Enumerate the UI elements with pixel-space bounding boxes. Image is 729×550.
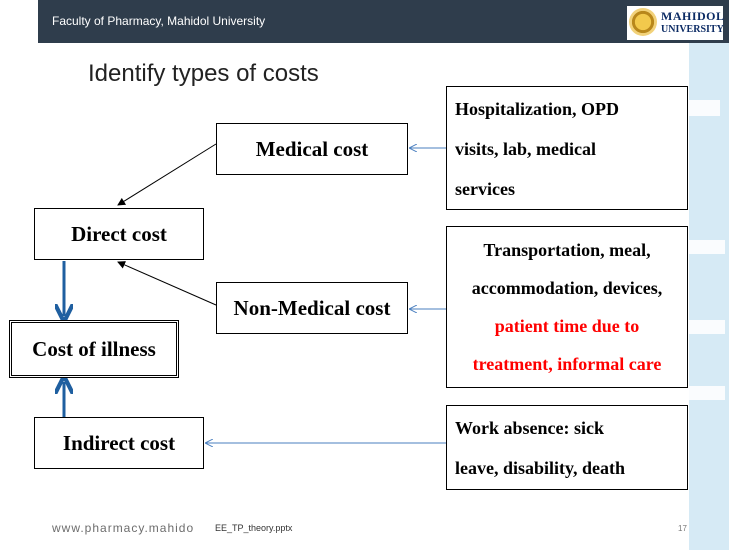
medical-cost-box: Medical cost [216, 123, 408, 175]
header-institution: Faculty of Pharmacy, Mahidol University [52, 14, 266, 28]
direct-cost-box: Direct cost [34, 208, 204, 260]
indirect-cost-box: Indirect cost [34, 417, 204, 469]
indirect-cost-label: Indirect cost [62, 430, 176, 455]
medical-cost-label: Medical cost [255, 136, 369, 161]
cost-of-illness-label: Cost of illness [32, 336, 156, 361]
indirect-desc-line: leave, disability, death [455, 458, 626, 478]
footer-filename: EE_TP_theory.pptx [215, 523, 293, 533]
medical-description-box: Hospitalization, OPD visits, lab, medica… [446, 86, 688, 210]
medical-desc-line: visits, lab, medical [455, 139, 597, 159]
non-medical-desc-line: accommodation, devices, [471, 278, 663, 298]
non-medical-desc-highlight-line: patient time due to [494, 316, 640, 336]
footer-url: www.pharmacy.mahido [52, 521, 195, 535]
indirect-desc-line: Work absence: sick [455, 418, 605, 438]
non-medical-cost-label: Non-Medical cost [233, 295, 391, 320]
non-medical-desc-line: Transportation, meal, [483, 240, 651, 260]
cost-of-illness-box: Cost of illness [9, 320, 179, 378]
non-medical-description-box: Transportation, meal, accommodation, dev… [446, 226, 688, 388]
page-number: 17 [678, 524, 687, 533]
slide-title: Identify types of costs [88, 60, 319, 87]
medical-desc-line: services [455, 179, 515, 199]
medical-desc-line: Hospitalization, OPD [455, 99, 620, 119]
header-bar: Faculty of Pharmacy, Mahidol University … [38, 0, 729, 43]
logo-line1: MAHIDOL [661, 9, 725, 23]
indirect-description-box: Work absence: sick leave, disability, de… [446, 405, 688, 490]
logo-line2: UNIVERSITY [661, 24, 724, 35]
mahidol-logo: MAHIDOL UNIVERSITY [627, 6, 725, 40]
seal-icon [629, 8, 657, 36]
non-medical-cost-box: Non-Medical cost [216, 282, 408, 334]
arrow-nonmedical-to-direct [117, 261, 217, 306]
arrow-medical-to-direct [117, 143, 217, 206]
direct-cost-label: Direct cost [71, 221, 167, 246]
side-band [689, 43, 729, 550]
non-medical-desc-highlight-line: treatment, informal care [472, 354, 662, 374]
